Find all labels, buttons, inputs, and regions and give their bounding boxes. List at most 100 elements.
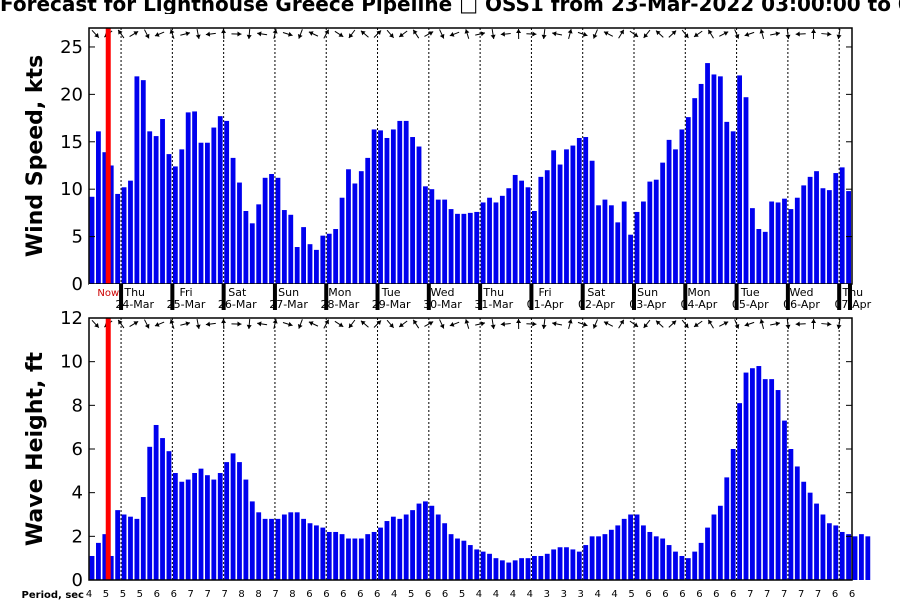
bar bbox=[243, 210, 249, 284]
bar bbox=[660, 538, 666, 580]
date-label: 31-Mar bbox=[474, 298, 513, 311]
bar bbox=[711, 514, 717, 580]
direction-arrow bbox=[603, 31, 614, 37]
y-tick-label: 2 bbox=[72, 526, 83, 547]
bar bbox=[185, 112, 191, 284]
arrow-head bbox=[324, 319, 329, 325]
direction-arrow bbox=[526, 321, 537, 327]
bar bbox=[333, 229, 339, 284]
bar bbox=[448, 534, 454, 580]
bar bbox=[237, 182, 242, 284]
arrow-head bbox=[154, 32, 160, 37]
arrow-head bbox=[360, 320, 366, 326]
arrow-head bbox=[582, 321, 588, 327]
arrow-head bbox=[619, 29, 624, 35]
direction-arrow bbox=[785, 318, 791, 330]
bar bbox=[807, 176, 813, 284]
arrow-head bbox=[734, 33, 740, 39]
bar bbox=[833, 525, 839, 580]
arrow-head bbox=[439, 323, 445, 329]
bar bbox=[249, 223, 255, 284]
bar bbox=[743, 372, 749, 580]
arrow-head bbox=[567, 319, 573, 324]
direction-arrow bbox=[334, 320, 344, 328]
direction-arrow bbox=[821, 31, 832, 37]
bar bbox=[217, 473, 223, 580]
direction-arrow bbox=[629, 30, 639, 38]
direction-arrow bbox=[272, 29, 278, 39]
period-value: 8 bbox=[289, 589, 295, 600]
date-label: 24-Mar bbox=[115, 298, 154, 311]
bar bbox=[185, 479, 191, 580]
bar bbox=[371, 531, 377, 580]
direction-arrow bbox=[577, 31, 588, 37]
bar bbox=[807, 492, 813, 580]
bar bbox=[256, 204, 262, 284]
arrow-head bbox=[428, 321, 434, 326]
bar bbox=[532, 555, 537, 580]
bar bbox=[576, 137, 582, 284]
bar bbox=[269, 174, 274, 284]
period-value: 6 bbox=[713, 589, 719, 600]
bar bbox=[455, 213, 460, 284]
date-label: 02-Apr bbox=[578, 298, 615, 311]
bar bbox=[801, 481, 807, 580]
direction-arrow bbox=[719, 321, 729, 327]
direction-arrow bbox=[272, 319, 278, 329]
direction-arrow bbox=[592, 29, 598, 39]
bar bbox=[705, 527, 710, 580]
bar bbox=[794, 197, 800, 284]
direction-arrow bbox=[117, 29, 125, 39]
bar bbox=[493, 558, 499, 580]
direction-arrow bbox=[836, 318, 842, 330]
bar bbox=[121, 514, 127, 580]
direction-arrow bbox=[129, 320, 139, 328]
period-value: 3 bbox=[578, 589, 584, 600]
y-tick-label: 20 bbox=[60, 84, 83, 105]
bar bbox=[596, 536, 601, 580]
direction-arrow bbox=[195, 28, 201, 40]
direction-arrow bbox=[348, 29, 356, 39]
date-label: 05-Apr bbox=[732, 298, 769, 311]
direction-arrow bbox=[282, 31, 293, 37]
bar bbox=[147, 131, 153, 284]
bar bbox=[685, 558, 691, 580]
arrow-head bbox=[246, 34, 252, 39]
bar bbox=[820, 188, 826, 284]
bar bbox=[192, 473, 197, 580]
bar bbox=[692, 551, 698, 580]
direction-arrow bbox=[734, 29, 740, 39]
bar bbox=[205, 142, 210, 284]
y-tick-label: 4 bbox=[72, 483, 83, 504]
arrow-head bbox=[723, 321, 729, 326]
day-name-label: Wed bbox=[790, 286, 814, 299]
direction-arrow bbox=[759, 29, 765, 39]
period-value: 6 bbox=[425, 589, 431, 600]
direction-arrow bbox=[618, 319, 625, 329]
bar bbox=[294, 247, 300, 284]
bar bbox=[153, 424, 159, 580]
period-value: 6 bbox=[849, 589, 855, 600]
day-marker bbox=[529, 284, 534, 310]
direction-arrow bbox=[516, 318, 522, 330]
bar bbox=[634, 514, 640, 580]
direction-arrow bbox=[373, 320, 382, 328]
direction-arrow bbox=[707, 319, 714, 329]
direction-arrow bbox=[655, 320, 664, 328]
bar bbox=[314, 525, 319, 580]
bar bbox=[846, 191, 851, 284]
period-label: Period, sec bbox=[22, 590, 85, 600]
now-label: Now bbox=[97, 288, 119, 299]
bar bbox=[140, 497, 146, 580]
direction-arrow bbox=[655, 30, 664, 38]
period-value: 4 bbox=[510, 589, 516, 600]
direction-arrow bbox=[386, 29, 395, 39]
direction-arrow bbox=[323, 319, 330, 329]
day-marker bbox=[170, 284, 175, 310]
arrow-head bbox=[257, 31, 262, 37]
bar bbox=[717, 76, 723, 284]
bar bbox=[198, 142, 204, 284]
bar bbox=[390, 129, 396, 284]
direction-arrow bbox=[475, 31, 486, 37]
arrow-head bbox=[532, 321, 537, 327]
